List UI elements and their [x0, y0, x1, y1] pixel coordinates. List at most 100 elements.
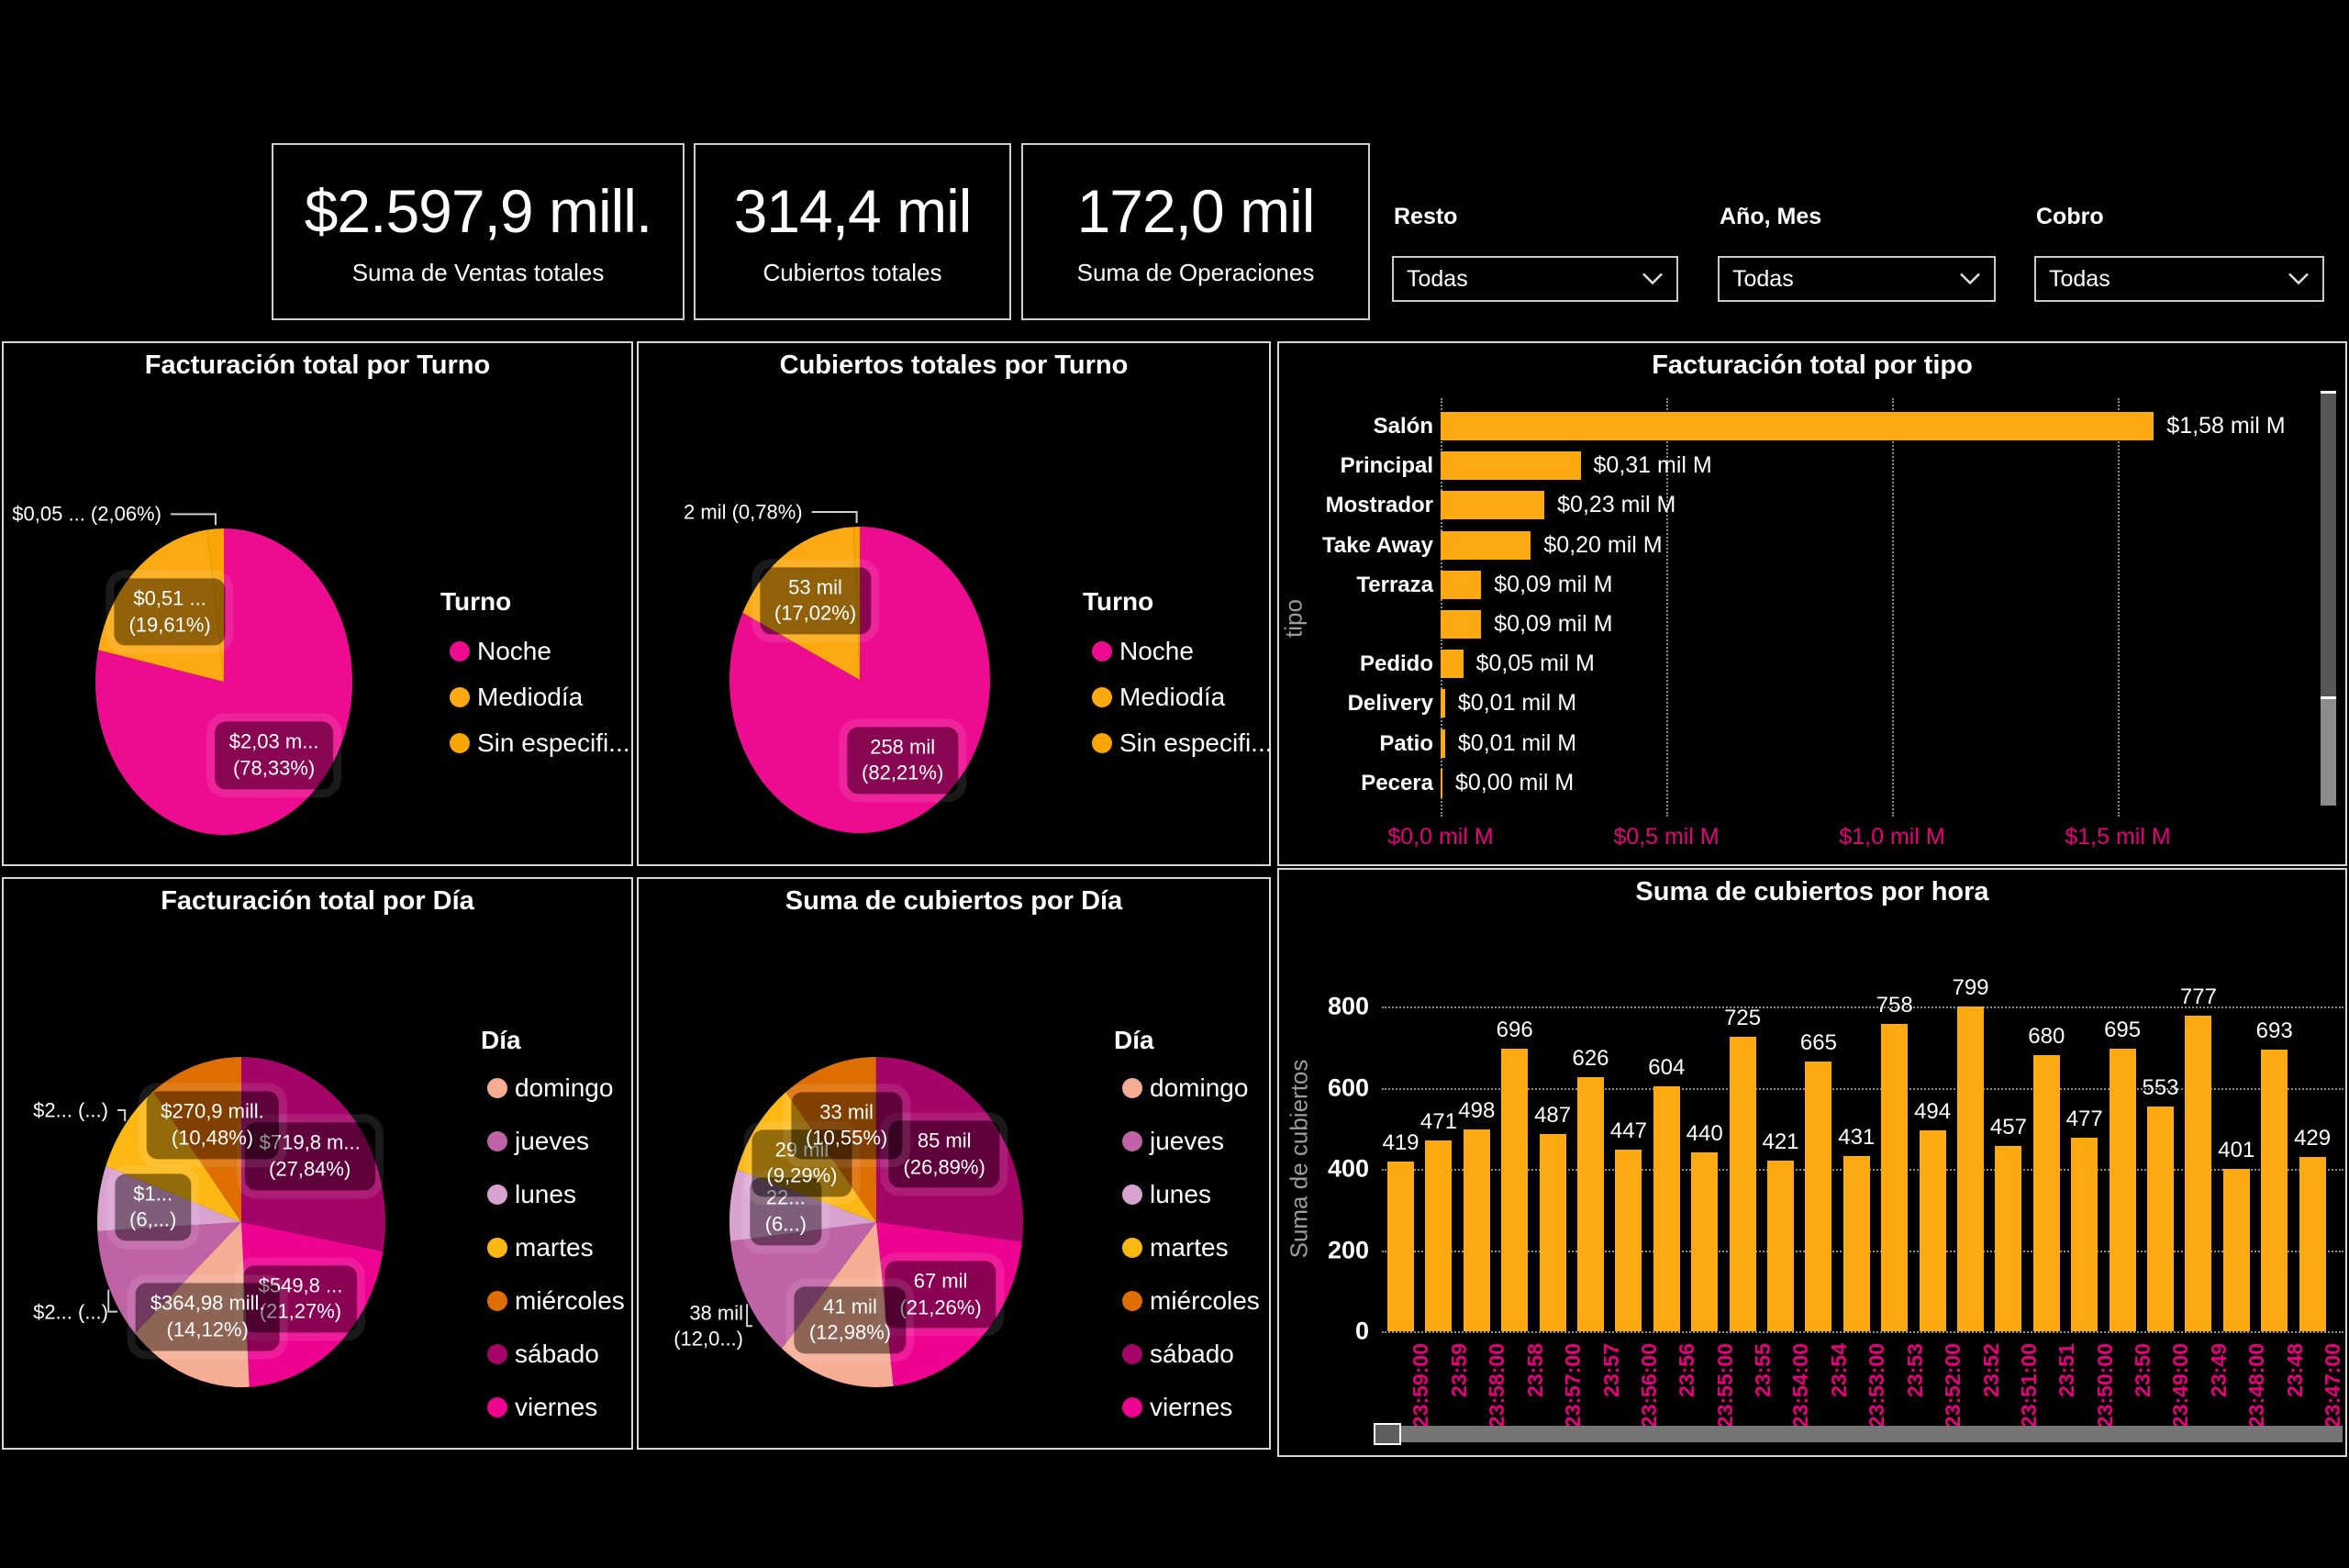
column-23:55[interactable]: [1729, 1037, 1756, 1331]
pie-slice-miércoles[interactable]: [152, 1057, 241, 1222]
column-23:55:00[interactable]: [1691, 1152, 1719, 1331]
legend-item-Noche[interactable]: Noche: [1092, 637, 1194, 666]
legend-item-miércoles[interactable]: miércoles: [487, 1286, 625, 1316]
scrollbar-thumb[interactable]: [1374, 1423, 1401, 1445]
column-23:52[interactable]: [1957, 1006, 1984, 1331]
column-23:58[interactable]: [1501, 1049, 1529, 1331]
column-23:59:00[interactable]: [1387, 1161, 1414, 1331]
pie-slice-lunes[interactable]: [97, 1165, 242, 1231]
column-23:49:00[interactable]: [2147, 1106, 2174, 1331]
label-leader-line: [746, 1304, 752, 1328]
pie-slice-miércoles[interactable]: [785, 1057, 876, 1222]
slicer-dropdown-resto[interactable]: Todas: [1392, 256, 1678, 302]
pie-slice-Mediodía[interactable]: [98, 529, 224, 682]
legend-item-Mediodía[interactable]: Mediodía: [450, 683, 583, 712]
legend-item-miércoles[interactable]: miércoles: [1122, 1286, 1260, 1316]
column-23:48:00[interactable]: [2222, 1168, 2250, 1331]
bar-Salón[interactable]: [1441, 412, 2154, 440]
data-label: $2... (...): [33, 1299, 108, 1323]
y-axis-tick: 800: [1327, 992, 1369, 1020]
slicer-value: Todas: [1407, 265, 1468, 292]
column-23:52:00[interactable]: [1919, 1130, 1946, 1331]
pie-slice-martes[interactable]: [737, 1092, 876, 1222]
legend-label: domingo: [515, 1073, 614, 1102]
column-23:56:00[interactable]: [1615, 1150, 1642, 1331]
pie-slice-martes[interactable]: [106, 1091, 241, 1222]
column-23:51[interactable]: [2032, 1055, 2060, 1331]
legend-item-Noche[interactable]: Noche: [450, 637, 551, 666]
column-23:57[interactable]: [1577, 1076, 1604, 1331]
pie-slice-jueves[interactable]: [97, 1222, 241, 1334]
pie-slice-sábado[interactable]: [876, 1057, 1023, 1242]
column-23:50[interactable]: [2109, 1049, 2136, 1331]
bar-Terraza[interactable]: [1441, 570, 1482, 599]
legend-item-lunes[interactable]: lunes: [487, 1180, 576, 1209]
pie-slice-Sin especificar[interactable]: [206, 528, 224, 682]
x-axis-tick: 23:55: [1751, 1343, 1776, 1397]
horizontal-scrollbar[interactable]: [1374, 1423, 2343, 1445]
column-23:59[interactable]: [1425, 1140, 1453, 1331]
slicer-dropdown-cobro[interactable]: Todas: [2034, 256, 2324, 302]
pie-slice-domingo[interactable]: [782, 1222, 894, 1387]
bar-Pecera[interactable]: [1441, 768, 1442, 797]
column-23:51:00[interactable]: [1995, 1145, 2022, 1331]
legend-item-lunes[interactable]: lunes: [1122, 1180, 1211, 1209]
slicer-cobro: Cobro Todas: [2034, 204, 2324, 302]
pie-chart: [729, 1057, 1023, 1387]
legend-item-Mediodía[interactable]: Mediodía: [1092, 683, 1225, 712]
legend-dot-icon: [1092, 733, 1112, 753]
data-label: 33 mil (10,55%): [790, 1091, 903, 1160]
legend-item-viernes[interactable]: viernes: [487, 1393, 597, 1422]
bar-sin-nombre[interactable]: [1441, 610, 1482, 639]
data-label: $719,8 m... (27,84%): [244, 1122, 375, 1191]
slicer-label: Año, Mes: [1720, 204, 1822, 229]
legend-dot-icon: [1092, 641, 1112, 662]
legend-item-martes[interactable]: martes: [1122, 1233, 1229, 1262]
column-23:49[interactable]: [2185, 1016, 2212, 1331]
legend-item-Sin especifi...[interactable]: Sin especifi...: [1092, 728, 1273, 758]
column-value-label: 680: [2028, 1024, 2065, 1050]
legend-item-jueves[interactable]: jueves: [487, 1127, 589, 1156]
pie-slice-jueves[interactable]: [730, 1222, 876, 1349]
pie-slice-lunes[interactable]: [729, 1169, 876, 1241]
pie-slice-domingo[interactable]: [135, 1222, 250, 1387]
bar-Patio[interactable]: [1441, 728, 1445, 758]
slicer-dropdown-anio-mes[interactable]: Todas: [1718, 256, 1996, 302]
x-axis-tick: 23:58:00: [1485, 1343, 1509, 1429]
panel-facturacion-por-turno: Facturación total por Turno $2,03 m... (7…: [2, 341, 633, 866]
column-23:54:00[interactable]: [1767, 1160, 1794, 1331]
pie-slice-viernes[interactable]: [241, 1222, 384, 1387]
pie-slice-Noche[interactable]: [95, 528, 353, 836]
vertical-scrollbar[interactable]: [2321, 391, 2336, 806]
legend-item-sábado[interactable]: sábado: [487, 1340, 599, 1369]
slicer-label: Cobro: [2036, 204, 2104, 229]
bar-Take Away[interactable]: [1441, 530, 1531, 560]
column-23:53:00[interactable]: [1842, 1156, 1870, 1331]
pie-slice-sábado[interactable]: [241, 1057, 385, 1251]
legend-item-Sin especifi...[interactable]: Sin especifi...: [450, 728, 630, 758]
column-23:57:00[interactable]: [1539, 1133, 1566, 1331]
pie-slice-Sin especificar[interactable]: [853, 527, 861, 680]
column-23:58:00[interactable]: [1463, 1129, 1490, 1331]
column-23:53[interactable]: [1881, 1023, 1909, 1331]
legend-item-sábado[interactable]: sábado: [1122, 1340, 1234, 1369]
column-23:56[interactable]: [1653, 1085, 1680, 1331]
legend-item-viernes[interactable]: viernes: [1122, 1393, 1232, 1422]
bar-Pedido[interactable]: [1441, 650, 1464, 679]
legend-item-domingo[interactable]: domingo: [1122, 1073, 1248, 1103]
legend-item-domingo[interactable]: domingo: [487, 1073, 613, 1103]
bar-Mostrador[interactable]: [1441, 491, 1545, 520]
column-value-label: 553: [2142, 1075, 2179, 1101]
bar-Principal[interactable]: [1441, 451, 1581, 481]
column-23:48[interactable]: [2261, 1050, 2288, 1331]
legend-item-jueves[interactable]: jueves: [1122, 1127, 1224, 1156]
scrollbar-thumb[interactable]: [2321, 394, 2336, 696]
pie-slice-Mediodía[interactable]: [742, 527, 860, 680]
column-23:47:00[interactable]: [2299, 1157, 2326, 1331]
column-23:54[interactable]: [1805, 1061, 1832, 1331]
column-23:50:00[interactable]: [2071, 1137, 2099, 1331]
legend-item-martes[interactable]: martes: [487, 1233, 594, 1262]
slicer-value: Todas: [2049, 265, 2110, 292]
bar-Delivery[interactable]: [1441, 689, 1445, 718]
pie-slice-viernes[interactable]: [876, 1222, 1022, 1386]
